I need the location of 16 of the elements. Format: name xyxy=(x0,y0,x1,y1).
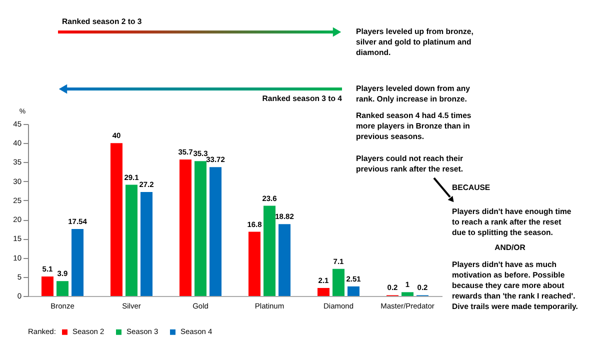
bar xyxy=(126,184,138,296)
bar xyxy=(194,161,206,296)
bar xyxy=(110,143,122,296)
bar xyxy=(41,276,54,296)
bar xyxy=(140,192,153,296)
bar xyxy=(348,286,360,296)
bar xyxy=(402,292,414,296)
bar xyxy=(179,160,192,296)
bar xyxy=(278,224,291,296)
bar xyxy=(72,228,84,296)
bar xyxy=(248,232,260,296)
bar xyxy=(210,167,222,296)
bar xyxy=(317,288,330,296)
bar xyxy=(56,281,68,296)
bar xyxy=(332,268,344,296)
bar xyxy=(264,206,276,296)
